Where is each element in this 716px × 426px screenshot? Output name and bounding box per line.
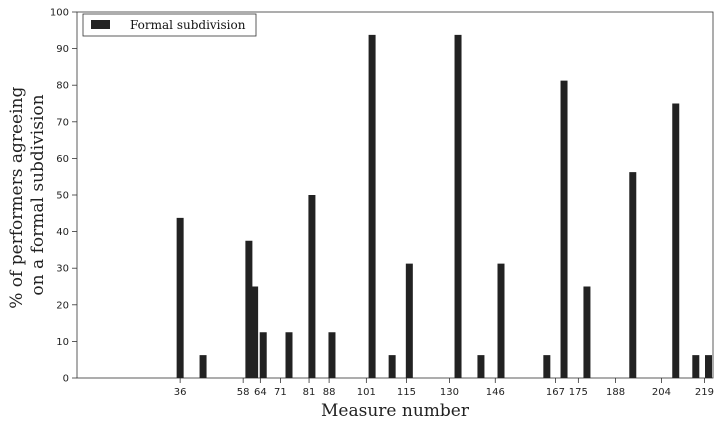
bar	[308, 195, 316, 378]
bar	[454, 34, 462, 378]
y-tick-label: 60	[56, 154, 69, 165]
y-tick-label: 10	[56, 337, 69, 348]
bar	[259, 332, 267, 378]
x-tick-label: 188	[606, 387, 625, 398]
bar	[543, 355, 551, 378]
y-tick-label: 40	[56, 227, 69, 238]
bar	[629, 172, 637, 378]
y-axis-title: % of performers agreeing on a formal sub…	[7, 81, 48, 309]
x-tick-label: 71	[274, 387, 287, 398]
x-tick-label: 219	[695, 387, 714, 398]
legend-swatch	[91, 20, 110, 29]
bar	[497, 263, 505, 378]
y-tick-label: 80	[56, 81, 69, 92]
x-tick-label: 101	[357, 387, 376, 398]
x-tick-label: 88	[323, 387, 336, 398]
bar	[251, 286, 259, 378]
bar	[245, 240, 253, 378]
x-tick-label: 167	[546, 387, 565, 398]
x-tick-label: 175	[569, 387, 588, 398]
x-tick-label: 115	[397, 387, 416, 398]
bar	[560, 80, 568, 378]
bar	[705, 355, 712, 378]
y-axis-title-line-2: on a formal subdivision	[28, 94, 48, 295]
x-tick-label: 204	[652, 387, 671, 398]
y-tick-label: 20	[56, 300, 69, 311]
bar	[176, 217, 184, 378]
bar	[477, 355, 485, 378]
bar	[692, 355, 700, 378]
x-tick-label: 146	[486, 387, 505, 398]
bars	[176, 34, 712, 378]
plot-area	[76, 11, 714, 379]
x-tick-label: 81	[303, 387, 316, 398]
y-tick-label: 50	[56, 191, 69, 202]
x-axis-title: Measure number	[321, 401, 470, 421]
plot-frame	[76, 11, 714, 379]
bar	[388, 355, 396, 378]
legend: Formal subdivision	[82, 13, 257, 37]
x-tick-label: 64	[254, 387, 267, 398]
y-tick-label: 100	[50, 8, 69, 19]
bar	[672, 103, 680, 378]
x-tick-label: 58	[237, 387, 250, 398]
y-tick-label: 0	[63, 374, 69, 385]
y-tick-label: 90	[56, 44, 69, 55]
bar	[285, 332, 293, 378]
y-axis: 0 10 20 30 40 50 60 70 80 90 100	[50, 8, 77, 385]
bar	[583, 286, 591, 378]
x-axis: 36 58 64 71 81 88 101 115 130 146 167 175 188 204 219	[174, 378, 714, 398]
legend-entry-formal-subdivision: Formal subdivision	[130, 18, 246, 32]
bar	[368, 34, 376, 378]
x-tick-label: 36	[174, 387, 187, 398]
y-tick-label: 70	[56, 117, 69, 128]
bar	[405, 263, 413, 378]
bar	[199, 355, 207, 378]
y-axis-title-line-1: % of performers agreeing	[7, 87, 27, 309]
bar	[328, 332, 336, 378]
y-tick-label: 30	[56, 264, 69, 275]
legend-box	[82, 13, 257, 37]
x-tick-label: 130	[440, 387, 459, 398]
